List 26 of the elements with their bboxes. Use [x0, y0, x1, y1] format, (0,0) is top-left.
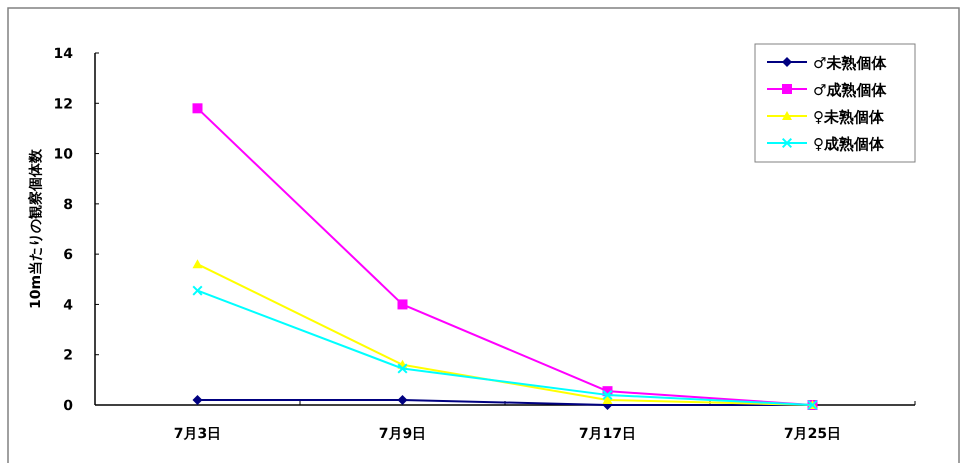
y-tick-label: 2 — [63, 348, 73, 364]
y-tick-label: 4 — [63, 297, 74, 314]
point — [192, 103, 202, 114]
y-tick-label: 0 — [63, 398, 74, 414]
point — [602, 390, 612, 400]
x-tick-label: 7月17日 — [578, 426, 636, 442]
point — [398, 364, 408, 374]
point — [192, 394, 202, 405]
point — [398, 299, 408, 310]
legend-label: ♂未熟個体 — [813, 54, 888, 72]
y-tick-label: 12 — [54, 96, 73, 112]
x-tick-label: 7月9日 — [378, 426, 426, 442]
y-tick-label: 14 — [54, 46, 74, 62]
legend-label: ♂成熟個体 — [813, 81, 888, 99]
y-tick-label: 6 — [63, 247, 73, 264]
point — [192, 286, 202, 296]
y-axis-title: 10m当たりの観察個体数 — [27, 148, 44, 310]
y-tick-label: 10 — [54, 146, 74, 163]
y-tick-label: 8 — [63, 196, 73, 213]
point — [602, 394, 612, 404]
legend-label: ♀成熟個体 — [813, 135, 885, 153]
x-tick-label: 7月25日 — [784, 426, 842, 442]
point — [398, 394, 408, 405]
x-tick-label: 7月3日 — [174, 426, 222, 442]
legend-label: ♀未熟個体 — [813, 108, 885, 126]
point — [192, 259, 202, 268]
